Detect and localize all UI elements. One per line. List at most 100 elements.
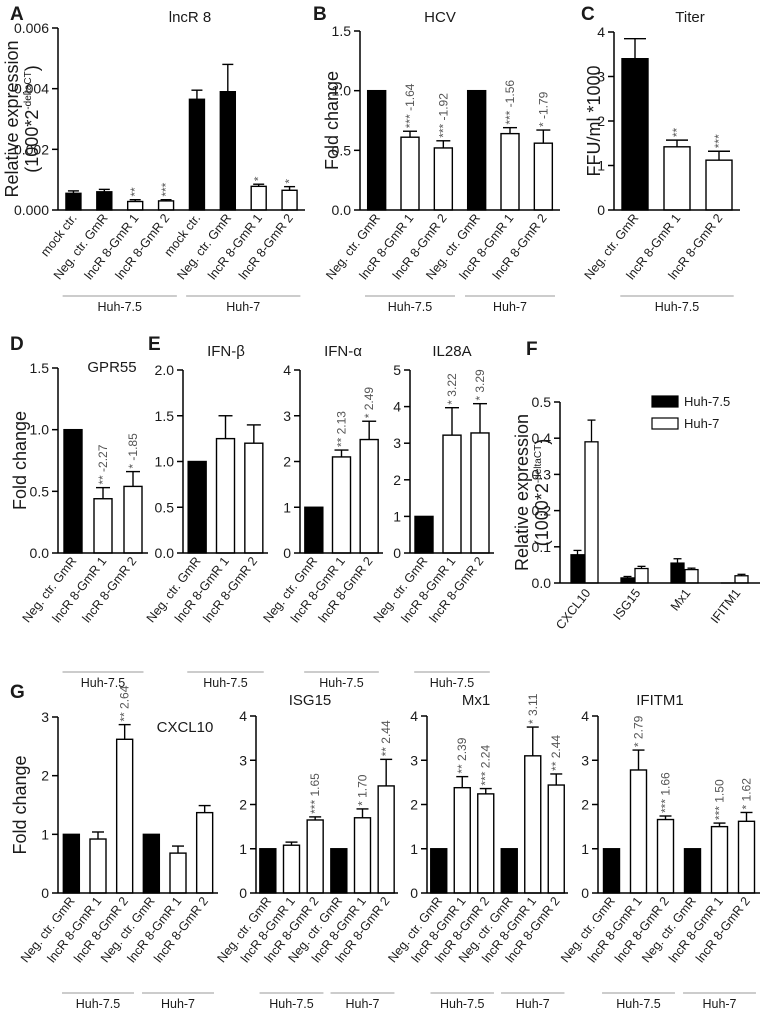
significance-label: *** -1.64 <box>403 83 417 128</box>
significance-label: ** <box>670 127 684 137</box>
bar <box>710 825 729 894</box>
y-tick-label: 0.3 <box>532 466 552 482</box>
panel-F: F 0.0 0.1 0.2 0.3 0.4 0.5 CXCL10 ISG15 Mx1 IFITM1 H… <box>512 339 760 632</box>
y-tick-label: 3 <box>239 752 247 768</box>
panel-title: Mx1 <box>462 692 490 709</box>
bar <box>663 146 691 211</box>
y-tick-label: 0.4 <box>532 430 552 446</box>
y-tick-label: 1 <box>581 841 589 857</box>
y-axis-label: FFU/ml *1000 <box>584 65 604 176</box>
x-tick-label: CXCL10 <box>553 586 593 632</box>
y-tick-label: 1 <box>597 158 605 174</box>
panel-letter: G <box>10 682 25 703</box>
group-label: Huh-7.5 <box>440 997 485 1011</box>
y-tick-label: 4 <box>597 24 605 40</box>
y-tick-label: 0 <box>410 885 418 901</box>
y-tick-label: 2 <box>393 472 401 488</box>
bar <box>123 485 143 554</box>
y-tick-label: 2.0 <box>155 362 175 378</box>
legend-swatch <box>651 395 679 408</box>
bar <box>188 98 206 211</box>
bar <box>169 852 187 894</box>
group-label: Huh-7 <box>345 997 379 1011</box>
bar <box>477 793 495 894</box>
panel-letter: C <box>581 4 595 25</box>
y-tick-label: 2 <box>41 768 49 784</box>
bar <box>126 200 144 211</box>
legend-swatch <box>651 417 679 430</box>
y-tick-label: 0.0 <box>532 575 552 591</box>
y-tick-label: 3 <box>283 408 291 424</box>
bar <box>737 820 756 894</box>
panel-title: ISG15 <box>289 692 332 709</box>
significance-label: * 1.70 <box>356 774 370 806</box>
y-tick-label: 3 <box>393 435 401 451</box>
y-tick-label: 1.0 <box>30 422 50 438</box>
significance-label: *** -1.92 <box>436 93 450 138</box>
y-tick-label: 0.5 <box>532 394 552 410</box>
y-axis-label: Relative expression <box>512 414 532 571</box>
x-tick-label: Mx1 <box>668 586 694 613</box>
bar <box>377 785 395 894</box>
y-tick-label: 2 <box>410 797 418 813</box>
y-tick-label: 4 <box>393 399 401 415</box>
group-label: Huh-7.5 <box>203 676 248 690</box>
y-tick-label: 1.5 <box>30 360 50 376</box>
significance-label: ** -2.27 <box>96 444 110 484</box>
x-tick-label: ISG15 <box>611 586 644 623</box>
y-axis-label: Fold change <box>10 755 30 854</box>
y-axis-label-line2: (1000*2-deltaCT) <box>532 439 552 546</box>
bar <box>304 506 324 554</box>
significance-label: *** <box>712 134 726 148</box>
bar <box>683 848 702 894</box>
panel-title: IFN-α <box>324 343 362 360</box>
bar <box>430 848 448 894</box>
y-tick-label: 1 <box>393 508 401 524</box>
y-tick-label: 0.002 <box>14 141 49 157</box>
bar <box>684 568 699 584</box>
bar <box>215 437 236 554</box>
significance-label: ** 2.64 <box>118 685 132 721</box>
significance-label: ** 2.44 <box>379 720 393 756</box>
bar <box>470 432 490 554</box>
group-label: Huh-7 <box>226 300 260 314</box>
y-tick-label: 0 <box>41 885 49 901</box>
bar <box>433 147 454 211</box>
panel-title: IFITM1 <box>636 692 684 709</box>
panel-letter: B <box>313 4 327 25</box>
y-tick-label: 0.000 <box>14 202 49 218</box>
significance-label: *** -1.56 <box>503 80 517 125</box>
bar <box>500 132 520 211</box>
bar <box>453 786 471 894</box>
y-tick-label: 3 <box>410 752 418 768</box>
significance-label: * 3.29 <box>473 369 487 401</box>
bar <box>734 575 749 584</box>
significance-label: ** 2.13 <box>335 411 349 447</box>
y-tick-label: 1.0 <box>332 83 352 99</box>
significance-label: *** 2.24 <box>479 745 493 786</box>
y-tick-label: 0.0 <box>30 545 50 561</box>
panel-letter: D <box>10 334 24 355</box>
bar <box>259 848 277 894</box>
bar <box>442 434 462 554</box>
y-tick-label: 0.006 <box>14 20 49 36</box>
group-label: Huh-7.5 <box>319 676 364 690</box>
panel-title: HCV <box>424 9 456 26</box>
group-label: Huh-7 <box>702 997 736 1011</box>
legend-label: Huh-7.5 <box>684 394 730 409</box>
y-tick-label: 0 <box>283 545 291 561</box>
significance-label: *** <box>159 182 173 196</box>
bar <box>96 191 113 211</box>
significance-label: * 3.11 <box>526 693 540 724</box>
y-tick-label: 1.5 <box>332 23 352 39</box>
y-tick-label: 0.0 <box>155 545 175 561</box>
bar <box>366 89 387 211</box>
y-tick-label: 0 <box>597 202 605 218</box>
panel-letter: F <box>526 339 538 360</box>
legend-label: Huh-7 <box>684 416 719 431</box>
